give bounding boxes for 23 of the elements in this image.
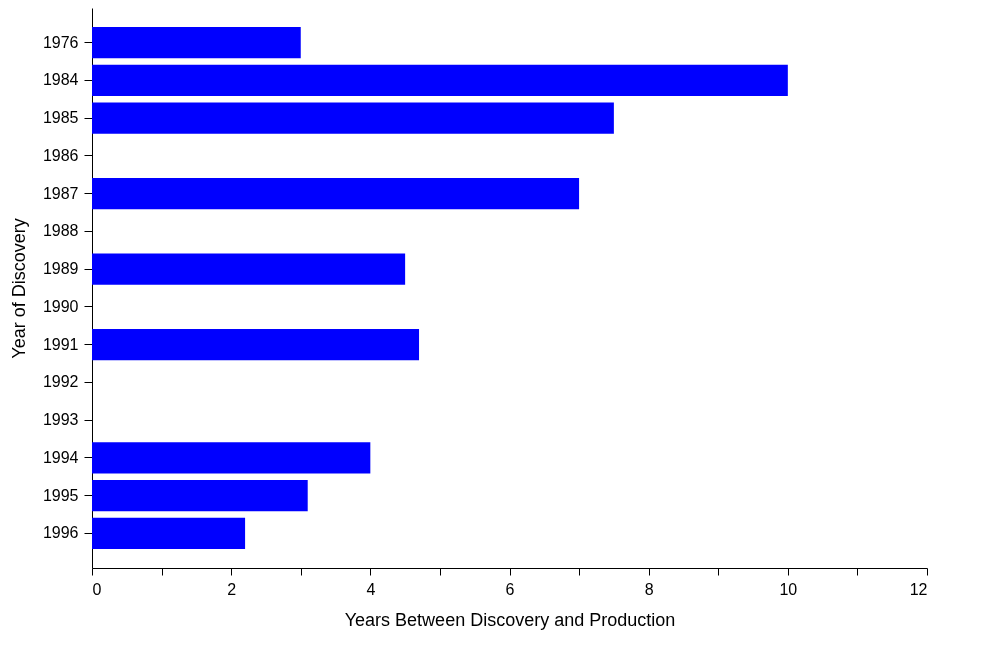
x-tick-label: 10 xyxy=(779,580,798,598)
x-tick-label: 6 xyxy=(505,580,515,598)
x-tick-label: 2 xyxy=(227,580,237,598)
y-tick-label: 1976 xyxy=(42,33,79,51)
x-tick-label: 8 xyxy=(644,580,654,598)
y-tick-label: 1989 xyxy=(42,260,79,278)
y-tick-label: 1984 xyxy=(42,71,79,89)
y-tick-label: 1991 xyxy=(42,335,79,353)
y-tick-label: 1986 xyxy=(42,146,79,164)
x-tick-label: 4 xyxy=(366,580,376,598)
x-tick-label: 0 xyxy=(92,580,102,598)
y-axis-title: Year of Discovery xyxy=(8,218,29,359)
y-tick-label: 1993 xyxy=(42,411,79,429)
x-tick-label: 12 xyxy=(909,580,928,598)
y-tick-label: 1994 xyxy=(42,448,79,466)
x-axis-title: Years Between Discovery and Production xyxy=(344,609,676,630)
y-tick-label: 1987 xyxy=(42,184,79,202)
y-tick-label: 1990 xyxy=(42,297,79,315)
y-tick-label: 1995 xyxy=(42,486,79,504)
y-tick-label: 1992 xyxy=(42,373,79,391)
y-tick-label: 1996 xyxy=(42,524,79,542)
y-tick-label: 1985 xyxy=(42,109,79,127)
y-tick-label: 1988 xyxy=(42,222,79,240)
